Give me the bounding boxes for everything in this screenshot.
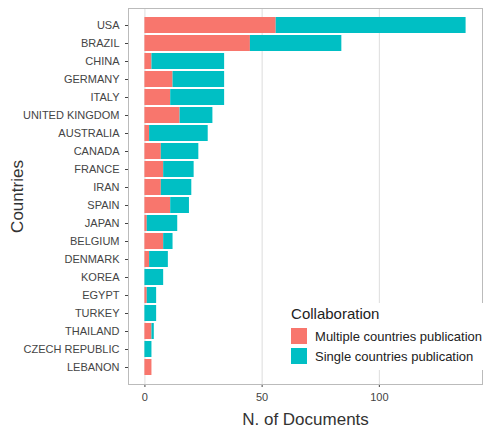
svg-text:100: 100	[370, 391, 388, 403]
svg-text:FRANCE: FRANCE	[74, 163, 119, 175]
svg-text:TURKEY: TURKEY	[75, 307, 120, 319]
html-text:Collaboration: Collaboration	[291, 305, 380, 322]
svg-text:EGYPT: EGYPT	[82, 289, 120, 301]
svg-text:CANADA: CANADA	[74, 145, 121, 157]
svg-text:0: 0	[142, 391, 148, 403]
svg-text:CZECH REPUBLIC: CZECH REPUBLIC	[24, 343, 120, 355]
svg-text:IRAN: IRAN	[93, 181, 119, 193]
svg-text:BELGIUM: BELGIUM	[70, 235, 120, 247]
svg-text:N. of Documents: N. of Documents	[242, 410, 369, 429]
svg-text:CHINA: CHINA	[85, 55, 120, 67]
svg-text:GERMANY: GERMANY	[64, 73, 120, 85]
svg-text:THAILAND: THAILAND	[65, 325, 119, 337]
html-text:Single countries publication: Single countries publication	[315, 348, 474, 364]
svg-text:DENMARK: DENMARK	[64, 253, 120, 265]
svg-text:Countries: Countries	[8, 160, 27, 233]
svg-text:AUSTRALIA: AUSTRALIA	[58, 127, 120, 139]
svg-text:BRAZIL: BRAZIL	[81, 37, 120, 49]
svg-text:50: 50	[256, 391, 268, 403]
svg-text:USA: USA	[97, 19, 120, 31]
svg-text:ITALY: ITALY	[91, 91, 121, 103]
svg-text:LEBANON: LEBANON	[67, 361, 120, 373]
svg-text:UNITED KINGDOM: UNITED KINGDOM	[23, 109, 120, 121]
svg-text:KOREA: KOREA	[81, 271, 120, 283]
svg-text:JAPAN: JAPAN	[85, 217, 120, 229]
svg-text:SPAIN: SPAIN	[87, 199, 119, 211]
html-text:Multiple countries publication: Multiple countries publication	[315, 328, 482, 344]
